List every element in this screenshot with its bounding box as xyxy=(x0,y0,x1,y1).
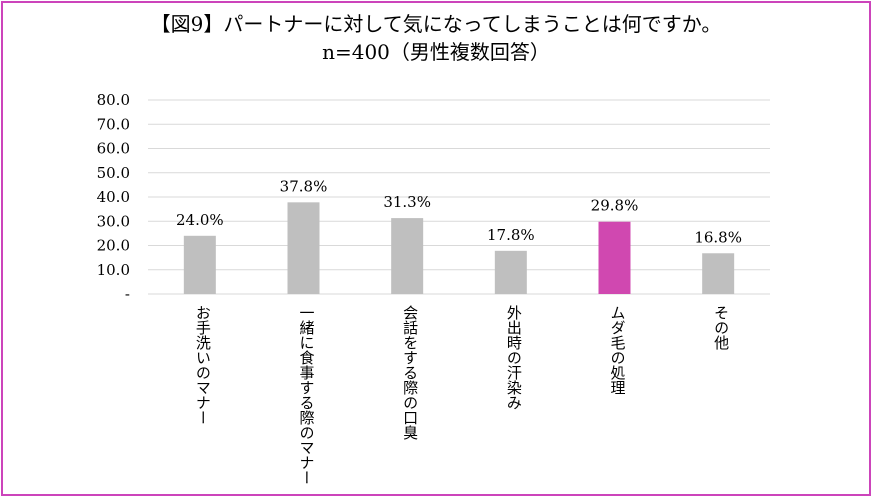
chart-title: 【図9】パートナーに対して気になってしまうことは何ですか。 xyxy=(150,12,722,36)
bar xyxy=(702,253,735,294)
data-label: 31.3% xyxy=(383,193,431,211)
y-tick-label: 60.0 xyxy=(97,140,130,158)
y-tick-label: - xyxy=(125,285,130,303)
bar xyxy=(494,250,527,294)
y-tick-label: 80.0 xyxy=(97,91,130,109)
bar xyxy=(287,202,320,294)
data-label: 16.8% xyxy=(694,228,742,246)
bar xyxy=(183,235,216,294)
bar xyxy=(391,218,424,294)
y-tick-label: 30.0 xyxy=(97,212,130,230)
data-label: 24.0% xyxy=(176,211,224,229)
data-label: 17.8% xyxy=(487,226,535,244)
y-tick-label: 10.0 xyxy=(97,261,130,279)
data-label: 37.8% xyxy=(280,177,328,195)
x-tick-label: 外出時の汗染み xyxy=(505,305,523,410)
y-tick-label: 40.0 xyxy=(97,188,130,206)
data-label: 29.8% xyxy=(591,197,639,215)
y-tick-label: 20.0 xyxy=(97,237,130,255)
x-tick-label: 会話をする際の口臭 xyxy=(401,305,419,440)
x-tick-label: ムダ毛の処理 xyxy=(609,305,627,395)
x-tick-label: 一緒に食事する際のマナー xyxy=(298,305,316,485)
x-tick-label: その他 xyxy=(712,305,730,351)
y-tick-label: 70.0 xyxy=(97,115,130,133)
x-tick-label: お手洗いのマナー xyxy=(194,305,212,425)
bar xyxy=(598,221,631,294)
y-tick-label: 50.0 xyxy=(97,164,130,182)
chart-subtitle: n=400（男性複数回答） xyxy=(322,40,550,64)
